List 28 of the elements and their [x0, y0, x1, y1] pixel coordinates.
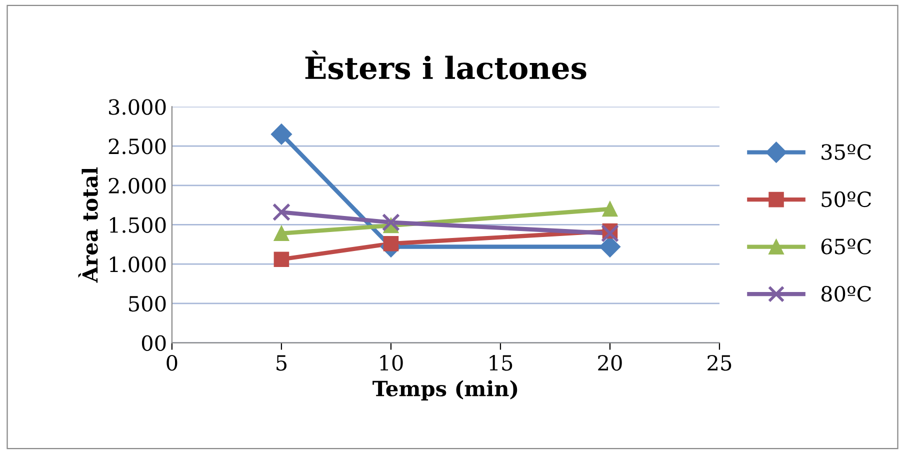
- point: [274, 252, 290, 267]
- legend-label: 50ºC: [822, 191, 872, 208]
- point: [270, 124, 292, 145]
- point: [272, 203, 290, 222]
- y-axis-title: Àrea total: [78, 167, 98, 283]
- legend-label: 80ºC: [821, 286, 872, 302]
- legend-label: 35ºC: [822, 144, 872, 160]
- y-tick-label: 1.500: [110, 217, 166, 233]
- y-tick-label: 2.500: [108, 138, 166, 154]
- y-tick-label: 2.000: [108, 178, 166, 194]
- y-tick-label: 500: [129, 296, 166, 312]
- y-tick-label: 3.000: [109, 99, 166, 115]
- x-axis-title: Temps (min): [372, 380, 518, 400]
- point: [602, 201, 618, 217]
- point: [383, 236, 399, 252]
- x-tick-label: 10: [380, 354, 403, 371]
- point: [600, 224, 619, 242]
- chart-title: Èsters i lactones: [305, 50, 586, 80]
- legend-label: 65ºC: [821, 238, 872, 254]
- x-tick-label: 20: [598, 354, 622, 371]
- point: [274, 226, 290, 242]
- x-tick-label: 15: [490, 354, 512, 371]
- y-tick-label: 00: [142, 335, 166, 351]
- point: [382, 213, 400, 232]
- x-tick-label: 5: [276, 355, 286, 371]
- y-tick-label: 1.000: [110, 256, 166, 272]
- x-tick-label: 0: [166, 354, 178, 371]
- x-tick-label: 25: [708, 354, 732, 371]
